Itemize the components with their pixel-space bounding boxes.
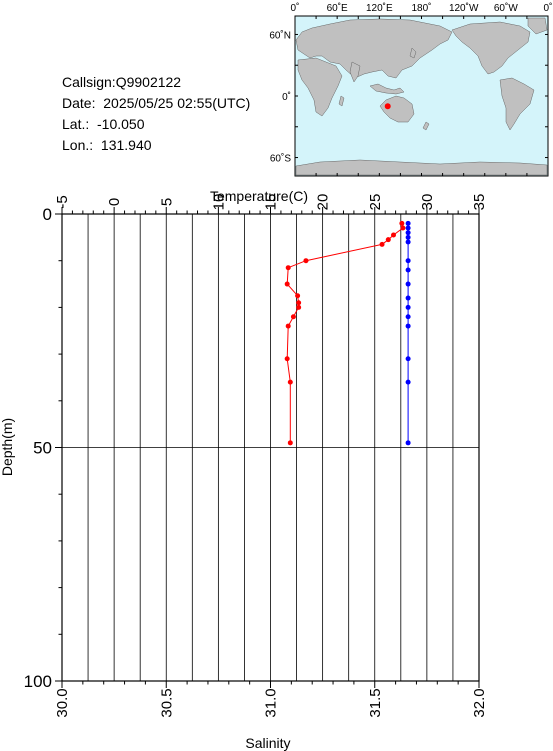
salinity-tick-label: 31.0: [263, 688, 280, 717]
temperature-data-point: [285, 265, 291, 271]
map-left-ticks: 60˚N 0˚ 60˚S: [269, 29, 291, 164]
temperature-data-point: [290, 314, 296, 320]
map-longitude-label: 120˚W: [449, 2, 479, 14]
map-top-ticks: 0˚ 60˚E 120˚E 180˚ 120˚W 60˚W 0˚: [291, 2, 553, 14]
salinity-data-point: [405, 295, 411, 301]
temperature-data-point: [296, 300, 302, 306]
map-longitude-label: 0˚: [291, 2, 300, 14]
latitude-text: Lat.: -10.050: [62, 116, 145, 132]
temperature-data-point: [400, 225, 406, 231]
salinity-data-point: [405, 234, 411, 240]
depth-ticks: 0 50 100: [24, 205, 62, 691]
chart-grid: [61, 214, 480, 681]
salinity-data-point: [405, 281, 411, 287]
salinity-data-point: [405, 239, 411, 245]
salinity-data-point: [405, 314, 411, 320]
longitude-text: Lon.: 131.940: [62, 137, 152, 153]
temperature-data-point: [303, 258, 309, 264]
series-layer: [284, 220, 411, 446]
temperature-tick-label: 0: [106, 198, 123, 206]
temperature-profile-line: [286, 223, 404, 443]
salinity-data-point: [405, 267, 411, 273]
temperature-data-point: [285, 323, 291, 329]
map-latitude-label: 60˚S: [270, 153, 291, 165]
temperature-data-point: [379, 241, 385, 247]
depth-tick-label: 50: [33, 439, 52, 458]
salinity-data-point: [405, 356, 411, 362]
north-america-landmass: [451, 21, 531, 75]
salinity-data-point: [405, 225, 411, 231]
temperature-tick-label: 25: [367, 194, 384, 211]
africa-landmass: [297, 57, 343, 117]
temperature-data-point: [399, 220, 405, 226]
salinity-tick-label: 30.0: [54, 688, 71, 717]
station-info: Callsign:Q9902122 Date: 2025/05/25 02:55…: [62, 72, 250, 156]
japan-landmass: [409, 47, 417, 59]
map-latitude-label: 60˚N: [269, 29, 291, 41]
salinity-data-point: [405, 323, 411, 329]
new-zealand-landmass: [422, 121, 430, 131]
temperature-data-point: [284, 281, 290, 287]
south-america-landmass: [499, 77, 535, 131]
salinity-tick-label: 30.5: [158, 688, 175, 717]
temperature-axis-label: Temperature(C): [210, 188, 308, 204]
map-frame-ticks: [294, 16, 549, 176]
callsign-text: Callsign:Q9902122: [62, 74, 182, 90]
depth-tick-label: 0: [43, 205, 52, 224]
salinity-ticks: 30.0 30.5 31.0 31.5 32.0: [54, 681, 488, 718]
eurasia-landmass: [295, 18, 453, 79]
salinity-data-point: [405, 304, 411, 310]
map-latitude-label: 0˚: [282, 91, 291, 103]
world-map: 0˚ 60˚E 120˚E 180˚ 120˚W 60˚W 0˚ 60˚N 0˚ 60˚S: [269, 2, 553, 177]
map-longitude-label: 60˚W: [494, 2, 518, 14]
salinity-data-point: [405, 440, 411, 446]
australia-landmass: [379, 95, 415, 123]
temperature-tick-label: 35: [471, 194, 488, 211]
salinity-axis-label: Salinity: [245, 735, 290, 751]
temperature-data-point: [385, 237, 391, 243]
temperature-tick-label: 10: [210, 194, 227, 211]
india-landmass: [349, 61, 361, 83]
date-text: Date: 2025/05/25 02:55(UTC): [62, 95, 251, 111]
depth-tick-label: 100: [24, 672, 52, 691]
salinity-data-point: [405, 258, 411, 264]
salinity-data-point: [405, 220, 411, 226]
salinity-data-point: [405, 230, 411, 236]
temperature-tick-label: 30: [419, 194, 436, 211]
station-marker: [384, 103, 391, 110]
temperature-tick-label: 20: [315, 194, 332, 211]
temperature-tick-label: 15: [263, 194, 280, 211]
temperature-data-point: [391, 232, 397, 238]
depth-axis-label: Depth(m): [0, 418, 15, 476]
temperature-tick-label: 5: [158, 198, 175, 206]
temperature-ticks: -5 0 5 10 15 20 25 30 35: [54, 194, 488, 214]
map-longitude-label: 60˚E: [327, 2, 348, 14]
salinity-tick-label: 31.5: [367, 688, 384, 717]
map-longitude-label: 0˚: [544, 2, 553, 14]
map-land: [295, 17, 548, 176]
map-longitude-label: 120˚E: [366, 2, 393, 14]
indonesia-islands: [369, 83, 405, 95]
greenland-landmass: [527, 17, 548, 35]
salinity-tick-label: 32.0: [471, 688, 488, 717]
temperature-data-point: [287, 440, 293, 446]
temperature-data-point: [284, 356, 290, 362]
madagascar-landmass: [338, 95, 345, 107]
temperature-data-point: [295, 293, 301, 299]
map-longitude-label: 180˚: [411, 2, 431, 14]
temperature-tick-label: -5: [54, 195, 71, 208]
temperature-data-point: [296, 304, 302, 310]
salinity-data-point: [405, 379, 411, 385]
temperature-data-point: [287, 379, 293, 385]
